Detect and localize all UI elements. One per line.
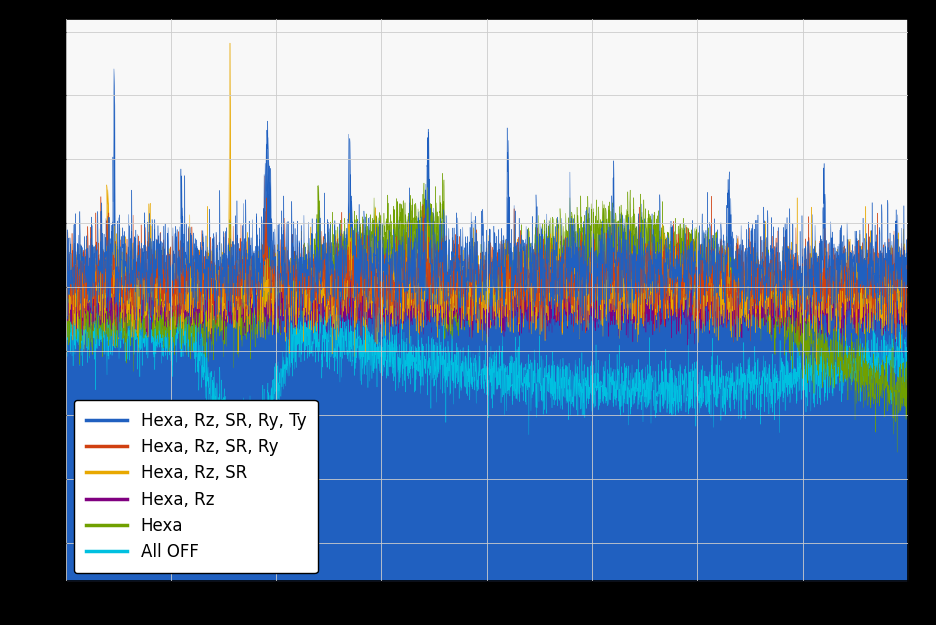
Legend: Hexa, Rz, SR, Ry, Ty, Hexa, Rz, SR, Ry, Hexa, Rz, SR, Hexa, Rz, Hexa, All OFF: Hexa, Rz, SR, Ry, Ty, Hexa, Rz, SR, Ry, … <box>74 400 318 573</box>
